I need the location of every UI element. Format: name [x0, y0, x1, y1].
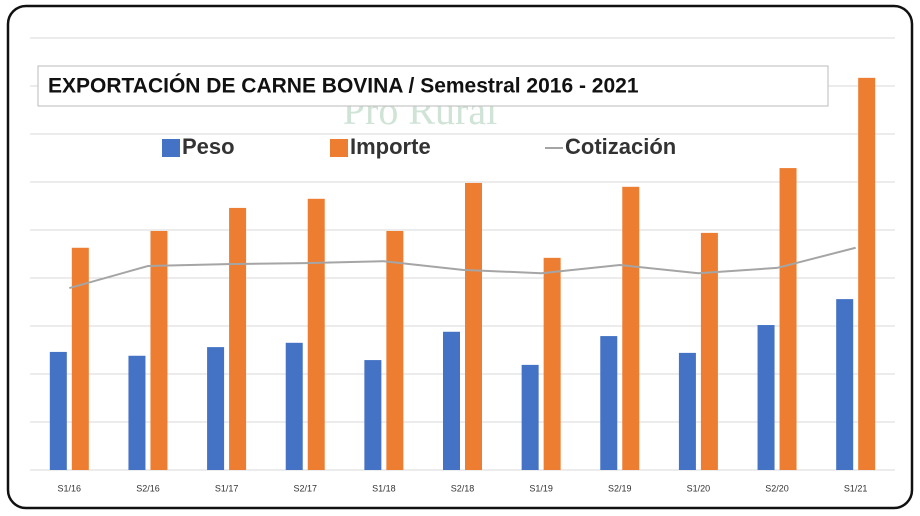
title-box [37, 65, 829, 107]
x-tick-label: S1/21 [844, 483, 868, 493]
legend-label: Importe [350, 134, 431, 159]
bar [229, 207, 247, 471]
legend-label: Cotización [565, 134, 676, 159]
chart-title: EXPORTACIÓN DE CARNE BOVINA / Semestral … [48, 74, 639, 98]
bar [678, 352, 696, 470]
x-tick-label: S2/16 [136, 483, 160, 493]
legend-swatch [162, 139, 180, 157]
bar [49, 351, 67, 470]
x-tick-label: S1/18 [372, 483, 396, 493]
bar [364, 360, 382, 470]
bar [150, 230, 168, 470]
x-tick-label: S1/16 [58, 483, 82, 493]
x-tick-label: S2/20 [765, 483, 789, 493]
x-tick-label: S2/18 [451, 483, 475, 493]
bar [521, 364, 539, 470]
bar [285, 342, 303, 470]
bar [443, 331, 460, 470]
legend-label: Peso [182, 134, 235, 159]
x-tick-label: S2/17 [293, 483, 317, 493]
bar [600, 336, 618, 470]
bar [779, 168, 797, 470]
bar [622, 186, 640, 471]
x-tick-label: S2/19 [608, 483, 632, 493]
bar [207, 347, 225, 470]
legend-swatch [330, 139, 348, 157]
legend: Peso Importe Cotización [162, 134, 676, 159]
bar [543, 257, 561, 470]
bar [858, 77, 876, 470]
bar [71, 247, 89, 470]
bar [700, 232, 718, 470]
bar [128, 355, 146, 470]
x-tick-label: S1/20 [687, 483, 711, 493]
x-tick-label: S1/19 [529, 483, 553, 493]
bar [836, 299, 854, 470]
x-tick-label: S1/17 [215, 483, 239, 493]
marks [49, 77, 876, 471]
bar [386, 230, 404, 470]
line [69, 246, 856, 290]
bar [307, 198, 325, 471]
bar [757, 325, 775, 470]
bar [465, 182, 482, 470]
